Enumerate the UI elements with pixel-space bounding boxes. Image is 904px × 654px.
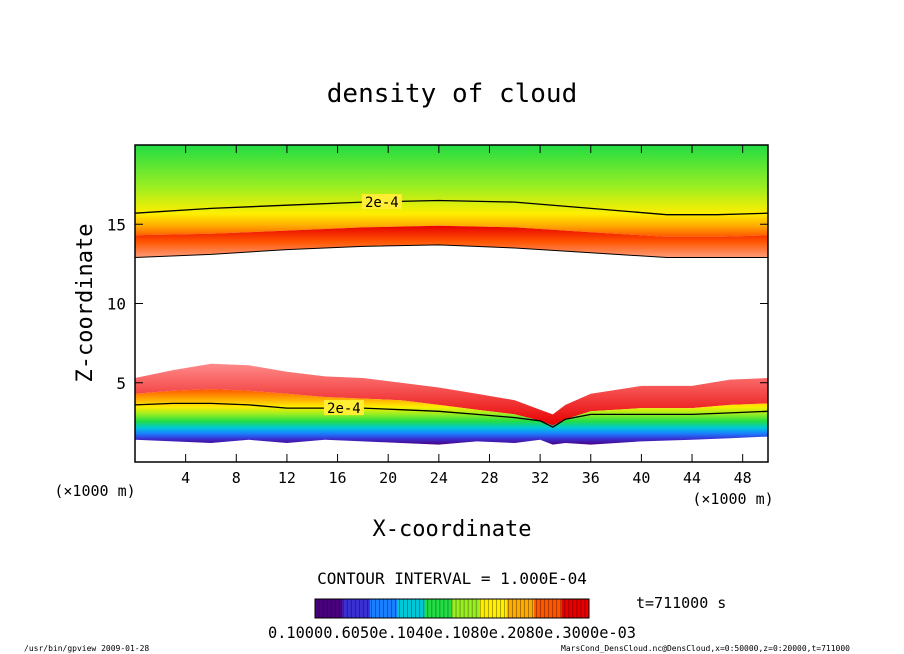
y-tick-label: 5 [116,374,126,393]
x-tick-label: 24 [430,469,448,487]
upper-contour-2e-4 [134,199,769,216]
upper-cloud-band [135,145,768,237]
colorbar-tick-labels: 0.10000.6050e.1040e.1080e.2080e.3000e-03 [268,623,636,642]
x-axis-unit-left: (×1000 m) [54,482,135,500]
colorbar-swatch [561,599,590,618]
colorbar-swatch [452,599,480,618]
x-tick-label: 12 [278,469,296,487]
contour-interval-label: CONTOUR INTERVAL = 1.000E-04 [317,569,587,588]
x-tick-label: 32 [531,469,549,487]
colorbar-swatch [397,599,426,618]
x-tick-label: 28 [480,469,498,487]
footer-left: /usr/bin/gpview 2009-01-28 [24,644,149,653]
colorbar-swatch [342,599,371,618]
time-label: t=711000 s [636,594,726,612]
x-axis-unit-right: (×1000 m) [692,490,773,508]
upper-contour-label-backing [361,194,402,210]
contour-lines: 2e-4 2e-4 [134,194,769,428]
lower-contour-2e-4 [134,402,769,428]
x-tick-label: 20 [379,469,397,487]
x-tick-label: 4 [181,469,190,487]
colorbar-swatch [534,599,563,618]
x-tick-label: 8 [232,469,241,487]
colorbar-swatch [315,599,343,618]
plot-area [135,145,768,445]
upper-cloud-base [135,225,768,258]
lower-contour-label-backing [323,400,364,416]
x-tick-label: 36 [582,469,600,487]
colorbar-swatch [479,599,508,618]
colorbar-frame [314,598,590,619]
x-tick-label: 16 [329,469,347,487]
x-tick-label: 40 [632,469,650,487]
x-axis-label: X-coordinate [373,517,532,542]
y-axis-label: Z-coordinate [73,224,98,383]
lower-cloud-base [135,389,768,445]
x-tick-label: 44 [683,469,701,487]
y-axis-ticks: 5 10 15 [107,215,768,393]
colorbar [314,599,590,618]
x-tick-label: 48 [734,469,752,487]
x-axis-ticks: 4 8 12 16 20 24 28 32 36 40 44 48 [181,145,752,487]
y-tick-label: 15 [107,215,126,234]
upper-contour-label: 2e-4 [365,195,399,211]
chart-title: density of cloud [327,79,577,109]
upper-contour-edge [134,244,768,258]
lower-cloud-top [135,363,768,426]
lower-contour-label: 2e-4 [327,401,361,417]
y-tick-label: 10 [107,295,126,314]
colorbar-swatch [424,599,453,618]
footer-right: MarsCond_DensCloud.nc@DensCloud,x=0:5000… [561,644,850,653]
